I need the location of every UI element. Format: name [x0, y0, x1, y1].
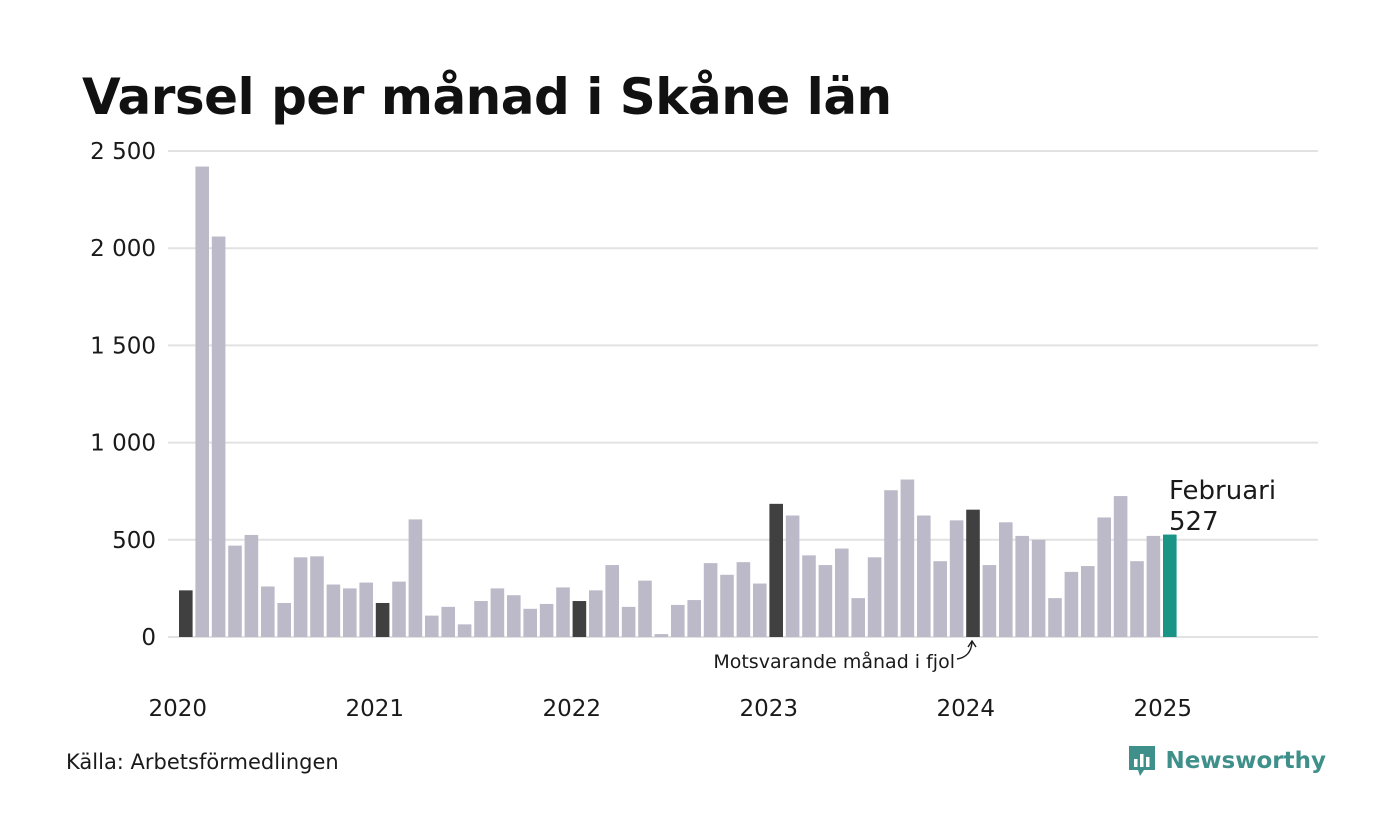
bar: [343, 588, 357, 637]
y-tick-label: 500: [112, 528, 156, 554]
bar: [1081, 566, 1095, 637]
current-value-callout: Februari 527: [1169, 476, 1276, 537]
bar: [1064, 571, 1079, 637]
bar: [1146, 535, 1161, 637]
bar: [802, 555, 816, 637]
y-tick-label: 2 500: [90, 139, 156, 165]
current-month-bar: [1163, 534, 1177, 637]
bars: [179, 166, 1177, 637]
x-tick-label: 2025: [1134, 696, 1193, 722]
y-tick-label: 0: [141, 625, 156, 651]
bar: [621, 606, 636, 637]
bar: [736, 562, 751, 637]
source-note: Källa: Arbetsförmedlingen: [66, 750, 339, 774]
bar: [556, 587, 570, 637]
bar: [474, 601, 488, 637]
chart-title: Varsel per månad i Skåne län: [82, 68, 892, 126]
x-axis-tick-labels: 2020 2021 2022 2023 2024 2025: [149, 696, 1193, 722]
bar: [753, 583, 767, 637]
bar: [818, 565, 833, 637]
bar: [179, 590, 193, 637]
bar: [671, 604, 685, 637]
bar: [326, 584, 341, 637]
bar: [703, 563, 718, 637]
bar: [425, 615, 439, 637]
x-tick-label: 2022: [543, 696, 602, 722]
x-tick-label: 2024: [937, 696, 996, 722]
bar: [687, 600, 701, 637]
x-tick-label: 2021: [346, 696, 405, 722]
bar: [785, 515, 800, 637]
bar: [408, 519, 423, 637]
brand-name: Newsworthy: [1165, 748, 1326, 774]
bar: [310, 556, 324, 637]
bar: [228, 545, 242, 637]
bar: [720, 574, 734, 637]
bar: [949, 520, 964, 637]
bar: [917, 515, 931, 637]
y-tick-label: 1 000: [90, 431, 156, 457]
x-tick-label: 2023: [740, 696, 799, 722]
bar: [999, 522, 1013, 637]
annotation-arrow: [956, 639, 977, 660]
bar: [261, 586, 275, 637]
bar: [851, 598, 865, 637]
bar: [1130, 561, 1144, 637]
bar: [867, 557, 882, 637]
bar: [638, 580, 652, 637]
brand-logo: Newsworthy: [1127, 744, 1326, 778]
bar: [523, 608, 537, 637]
bar: [835, 548, 849, 637]
x-tick-label: 2020: [149, 696, 208, 722]
bar: [211, 236, 226, 637]
bar: [539, 603, 554, 637]
bar: [1015, 535, 1029, 637]
current-value-label: 527: [1169, 507, 1219, 537]
y-tick-label: 1 500: [90, 333, 156, 359]
annotation-label: Motsvarande månad i fjol: [713, 650, 955, 673]
bar: [277, 602, 291, 637]
y-tick-label: 2 000: [90, 236, 156, 262]
bar: [359, 582, 373, 637]
bar: [1048, 598, 1062, 637]
bar: [507, 595, 521, 637]
bar: [769, 503, 783, 637]
bar: [884, 490, 898, 637]
bar: [1113, 496, 1128, 637]
bar: [195, 166, 209, 637]
bar: [244, 534, 259, 637]
y-axis-tick-labels: 0 500 1 000 1 500 2 000 2 500: [90, 139, 156, 651]
bar: [966, 509, 980, 637]
bar: [375, 602, 390, 637]
bar: [605, 565, 619, 637]
bar: [1031, 539, 1046, 637]
bar: [293, 557, 308, 637]
bar-chart-speech-bubble-icon: [1129, 746, 1156, 776]
bar: [933, 561, 947, 637]
bar: [589, 590, 603, 637]
bar: [900, 479, 915, 637]
bar: [654, 634, 669, 637]
bar: [490, 588, 505, 637]
bar: [1097, 517, 1111, 637]
bar: [441, 606, 455, 637]
bar: [392, 581, 406, 637]
current-month-label: Februari: [1169, 476, 1276, 506]
bar: [572, 601, 587, 637]
annotation-group: Motsvarande månad i fjol: [713, 639, 977, 673]
bar: [982, 565, 997, 637]
bar: [457, 624, 472, 637]
